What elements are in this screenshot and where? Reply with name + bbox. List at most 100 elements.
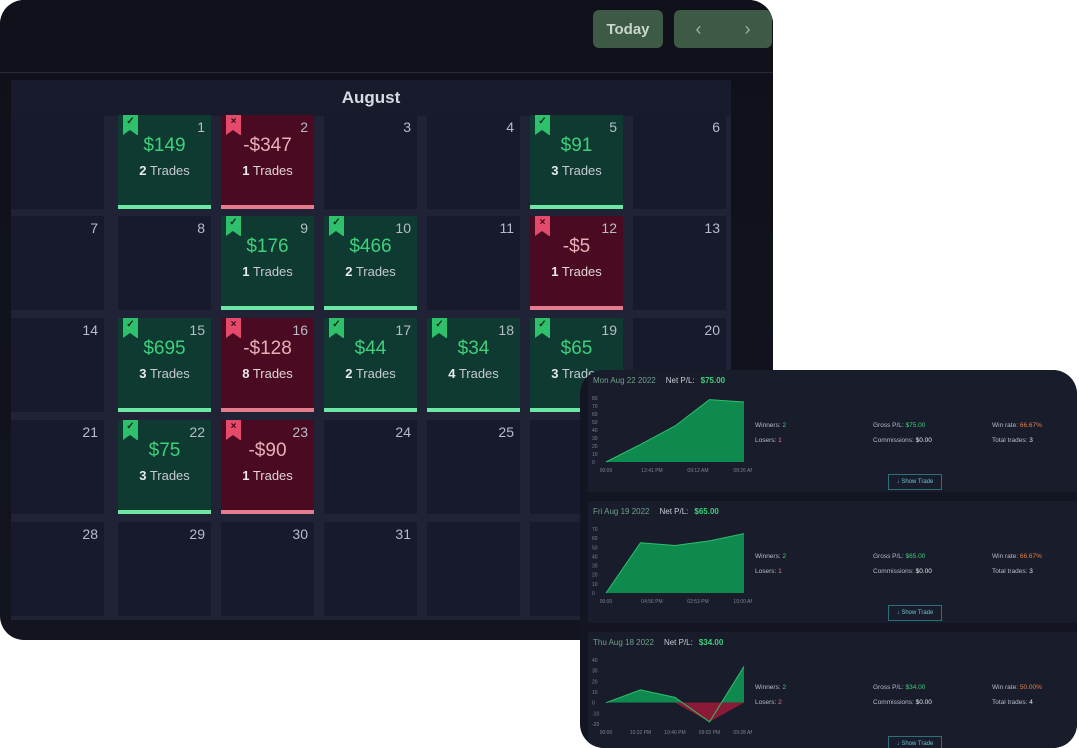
y-tick-label: 20 bbox=[592, 444, 598, 450]
calendar-day-cell[interactable]: ✓ 9 $176 1 Trades bbox=[221, 216, 314, 310]
cross-bookmark-icon: × bbox=[226, 420, 241, 440]
show-trade-button[interactable]: ↓ Show Trade bbox=[888, 736, 942, 748]
calendar-day-cell[interactable]: ✓ 5 $91 3 Trades bbox=[530, 115, 623, 209]
day-pnl: -$347 bbox=[243, 135, 292, 156]
calendar-day-cell[interactable]: 25 bbox=[427, 420, 520, 514]
previous-month-button[interactable]: ‹ bbox=[674, 10, 723, 48]
trade-count-number: 1 bbox=[551, 264, 559, 279]
day-number: 13 bbox=[704, 220, 720, 236]
commissions-stat: Commissions: $0.00 bbox=[873, 699, 932, 706]
y-tick-label: 40 bbox=[592, 428, 598, 434]
calendar-day-cell[interactable]: 4 bbox=[427, 115, 520, 209]
trade-count-label: Trades bbox=[252, 468, 293, 483]
y-tick-label: 20 bbox=[592, 679, 598, 685]
total-trades-stat: Total trades: 3 bbox=[992, 568, 1033, 575]
trade-count-number: 2 bbox=[139, 163, 147, 178]
next-month-button[interactable]: › bbox=[723, 10, 772, 48]
trade-count-number: 2 bbox=[345, 264, 353, 279]
x-tick-label: 10:00 AM bbox=[733, 599, 752, 605]
x-tick-label: 00:00 bbox=[600, 468, 613, 474]
day-number: 9 bbox=[300, 220, 308, 236]
trade-count-number: 3 bbox=[551, 366, 559, 381]
day-number: 24 bbox=[395, 424, 411, 440]
day-pnl: $149 bbox=[143, 135, 186, 156]
calendar-day-cell[interactable]: 24 bbox=[324, 420, 417, 514]
calendar-day-cell[interactable]: 8 bbox=[118, 216, 211, 310]
card-date[interactable]: Fri Aug 19 2022 bbox=[593, 507, 650, 516]
calendar-day-cell[interactable]: ✓ 10 $466 2 Trades bbox=[324, 216, 417, 310]
day-number: 15 bbox=[189, 322, 205, 338]
day-number: 28 bbox=[82, 526, 98, 542]
chevron-right-icon: › bbox=[744, 18, 751, 39]
day-result-bar bbox=[221, 510, 314, 514]
calendar-day-cell[interactable]: × 2 -$347 1 Trades bbox=[221, 115, 314, 209]
calendar-day-cell[interactable]: 31 bbox=[324, 522, 417, 616]
day-trade-count: 3 Trades bbox=[118, 366, 211, 381]
losers-stat: Losers: 2 bbox=[755, 699, 782, 706]
day-trade-count: 3 Trades bbox=[530, 163, 623, 178]
day-trade-count: 2 Trades bbox=[324, 264, 417, 279]
calendar-day-cell[interactable]: 13 bbox=[633, 216, 726, 310]
cross-bookmark-icon: × bbox=[226, 115, 241, 135]
show-trade-button[interactable]: ↓ Show Trade bbox=[888, 474, 942, 490]
checkmark-bookmark-icon: ✓ bbox=[329, 216, 344, 236]
calendar-day-cell[interactable]: ✓ 17 $44 2 Trades bbox=[324, 318, 417, 412]
calendar-day-cell[interactable]: 28 bbox=[11, 522, 104, 616]
x-tick-label: 10:32 PM bbox=[630, 730, 651, 736]
day-number: 31 bbox=[395, 526, 411, 542]
day-trade-count: 3 Trades bbox=[118, 468, 211, 483]
x-tick-label: 10:40 PM bbox=[664, 730, 685, 736]
day-summary-card: Fri Aug 19 2022 Net P/L: $65.00 70 60 50 40 30 2… bbox=[588, 501, 1077, 623]
day-trade-count: 2 Trades bbox=[324, 366, 417, 381]
net-pl-label: Net P/L: bbox=[659, 507, 689, 516]
day-pnl: $75 bbox=[148, 440, 181, 461]
x-tick-label: 09:12 AM bbox=[687, 468, 708, 474]
calendar-day-cell[interactable]: 14 bbox=[11, 318, 104, 412]
day-number: 22 bbox=[189, 424, 205, 440]
winners-stat: Winners: 2 bbox=[755, 684, 787, 691]
calendar-day-cell[interactable] bbox=[427, 522, 520, 616]
calendar-day-cell[interactable]: × 12 -$5 1 Trades bbox=[530, 216, 623, 310]
y-tick-label: 10 bbox=[592, 452, 598, 458]
trade-count-label: Trades bbox=[355, 264, 396, 279]
calendar-day-cell[interactable]: 3 bbox=[324, 115, 417, 209]
gross-pl-stat: Gross P/L: $75.00 bbox=[873, 422, 926, 429]
day-number: 4 bbox=[506, 119, 514, 135]
net-pl-label: Net P/L: bbox=[663, 638, 693, 647]
y-tick-label: 30 bbox=[592, 564, 598, 570]
calendar-day-cell[interactable]: ✓ 22 $75 3 Trades bbox=[118, 420, 211, 514]
pnl-area bbox=[606, 399, 744, 462]
calendar-day-cell[interactable]: ✓ 18 $34 4 Trades bbox=[427, 318, 520, 412]
calendar-day-cell[interactable]: 30 bbox=[221, 522, 314, 616]
calendar-toolbar: Today ‹ › bbox=[0, 0, 773, 73]
calendar-day-cell[interactable]: ✓ 1 $149 2 Trades bbox=[118, 115, 211, 209]
day-result-bar bbox=[530, 306, 623, 310]
trade-count-number: 3 bbox=[139, 468, 147, 483]
day-result-bar bbox=[118, 510, 211, 514]
calendar-day-cell[interactable] bbox=[11, 115, 104, 209]
day-result-bar bbox=[324, 306, 417, 310]
calendar-day-cell[interactable]: 7 bbox=[11, 216, 104, 310]
today-button[interactable]: Today bbox=[593, 10, 663, 48]
calendar-day-cell[interactable]: 6 bbox=[633, 115, 726, 209]
card-date[interactable]: Thu Aug 18 2022 bbox=[593, 638, 654, 647]
checkmark-bookmark-icon: ✓ bbox=[226, 216, 241, 236]
winners-stat: Winners: 2 bbox=[755, 553, 787, 560]
calendar-day-cell[interactable]: 21 bbox=[11, 420, 104, 514]
calendar-day-cell[interactable]: 29 bbox=[118, 522, 211, 616]
x-tick-label: 00:00 bbox=[600, 730, 613, 736]
checkmark-bookmark-icon: ✓ bbox=[123, 420, 138, 440]
calendar-day-cell[interactable]: × 23 -$90 1 Trades bbox=[221, 420, 314, 514]
day-trade-count: 8 Trades bbox=[221, 366, 314, 381]
calendar-day-cell[interactable]: 11 bbox=[427, 216, 520, 310]
y-tick-label: 80 bbox=[592, 396, 598, 402]
calendar-day-cell[interactable]: × 16 -$128 8 Trades bbox=[221, 318, 314, 412]
card-date[interactable]: Mon Aug 22 2022 bbox=[593, 376, 656, 385]
trade-count-label: Trades bbox=[458, 366, 499, 381]
cross-bookmark-icon: × bbox=[535, 216, 550, 236]
calendar-day-cell[interactable]: ✓ 15 $695 3 Trades bbox=[118, 318, 211, 412]
show-trade-button[interactable]: ↓ Show Trade bbox=[888, 605, 942, 621]
trade-count-number: 3 bbox=[551, 163, 559, 178]
pnl-area-chart: 80 70 60 50 40 30 20 10 0 00:00 12:41 PM 09:12 AM 08… bbox=[592, 396, 752, 474]
total-trades-stat: Total trades: 3 bbox=[992, 437, 1033, 444]
